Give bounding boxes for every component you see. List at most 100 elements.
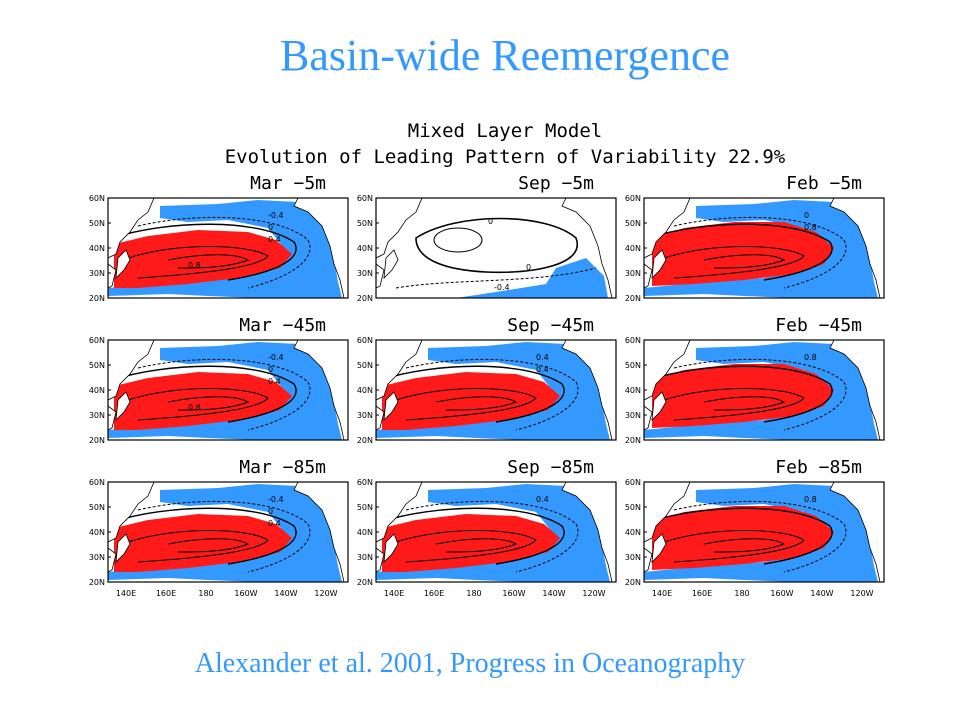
longitude-label: 140W [542,589,565,598]
contour-line [395,530,537,563]
japan-landmass [115,391,131,422]
latitude-label: 30N [625,553,641,562]
latitude-label: 20N [625,436,641,445]
contour-label: 0.8 [804,495,817,504]
contour-label: 0 [268,365,273,374]
positive-anomaly-region [114,514,292,572]
asia-landmass [108,405,117,431]
latitude-label: 20N [89,578,105,587]
latitude-label: 40N [357,386,373,395]
asia-landmass [108,547,117,573]
latitude-label: 40N [89,244,105,253]
latitude-label: 50N [357,503,373,512]
asia-landmass [644,547,653,573]
contour-line [415,217,579,274]
contour-label: 0.8 [804,223,817,232]
contour-label: -0.4 [268,495,284,504]
asia-landmass [108,198,155,259]
north-america-landmass [561,482,616,582]
asia-landmass [376,405,385,431]
contour-line [435,396,518,411]
contour-line [379,365,565,423]
latitude-label: 60N [357,194,373,203]
latitude-label: 50N [357,361,373,370]
latitude-label: 30N [625,411,641,420]
asia-landmass [376,263,385,289]
positive-anomaly-region [652,222,834,286]
positive-anomaly-region [652,364,834,428]
north-america-landmass [293,482,348,582]
sst-map: 0 0.8 60N 50N 40N 30N 20N [625,194,885,303]
north-america-landmass [293,198,348,298]
latitude-label: 60N [89,336,105,345]
positive-anomaly-region [652,506,834,570]
contour-line [111,223,297,281]
contour-line [167,396,250,411]
latitude-label: 50N [625,219,641,228]
panel-label: Mar −5m [250,173,326,194]
contour-label: 0.4 [536,495,549,504]
longitude-label: 160W [770,589,793,598]
contour-label: 0.4 [268,377,281,386]
contour-line [703,538,786,553]
map-panel: Mar −85m -0.4 0 0.4 60N 50N 40N 30N 20N 140E 160E 1… [82,458,354,598]
north-america-landmass [829,198,884,298]
figure-title-line2: Evolution of Leading Pattern of Variabil… [224,146,786,168]
north-america-landmass [829,340,884,440]
longitude-label: 180 [198,589,213,598]
contour-line [647,223,833,281]
longitude-label: 160E [424,589,444,598]
latitude-label: 60N [89,194,105,203]
asia-landmass [644,198,691,259]
latitude-label: 40N [89,386,105,395]
latitude-label: 20N [357,578,373,587]
longitude-label: 140E [652,589,672,598]
contour-line [663,530,805,563]
longitude-label: 180 [734,589,749,598]
north-america-landmass [829,482,884,582]
asia-landmass [644,405,653,431]
sst-map: 0.4 60N 50N 40N 30N 20N 140E 160E 180 160W 140W 120… [357,478,617,598]
contour-line [405,500,579,573]
figure-title-line1: Mixed Layer Model [407,120,603,142]
latitude-label: 30N [89,269,105,278]
asia-landmass [644,340,691,401]
contour-label: 0.8 [188,403,201,412]
sst-map: -0.4 0 0.4 60N 50N 40N 30N 20N 140E 160E 180 160W 14… [89,478,349,598]
contour-line [433,227,483,253]
contour-line [111,365,297,423]
longitude-label: 180 [466,589,481,598]
latitude-label: 20N [89,294,105,303]
latitude-label: 60N [357,336,373,345]
latitude-label: 50N [625,361,641,370]
japan-landmass [651,391,667,422]
contour-line [127,246,269,279]
map-panel: Sep −85m 0.4 60N 50N 40N 30N 20N 140E 160E 180 160… [350,458,622,598]
latitude-label: 40N [625,244,641,253]
asia-landmass [376,547,385,573]
latitude-label: 50N [89,503,105,512]
longitude-label: 120W [314,589,337,598]
contour-line [167,254,250,269]
contour-line [395,388,537,421]
longitude-label: 140E [116,589,136,598]
japan-landmass [115,533,131,564]
longitude-label: 160W [234,589,257,598]
sst-map: -0.4 0 0.4 0.8 60N 50N 40N 30N 20N [89,194,349,303]
longitude-label: 120W [850,589,873,598]
contour-line [703,254,786,269]
asia-landmass [644,263,653,289]
negative-anomaly-region [108,342,342,440]
longitude-label: 140E [384,589,404,598]
asia-landmass [376,198,423,259]
slide-title: Basin-wide Reemergence [279,31,730,80]
contour-line [663,388,805,421]
latitude-label: 20N [357,436,373,445]
map-panel: Feb −85m 0.8 60N 50N 40N 30N 20N 140E 160E 180 160… [618,458,890,598]
positive-anomaly-region [382,372,560,430]
panel-label: Feb −5m [786,173,862,194]
contour-label: 0 [488,217,493,226]
latitude-label: 30N [357,411,373,420]
contour-line [127,530,269,563]
panel-label: Feb −45m [775,315,862,336]
